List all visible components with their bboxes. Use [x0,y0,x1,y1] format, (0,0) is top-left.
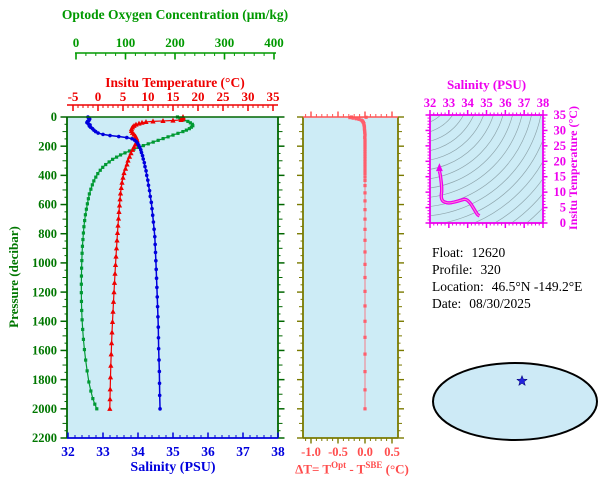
tick-label: 15 [554,170,567,184]
tick-label: 20 [554,154,567,168]
tick-label: 38 [271,444,285,459]
tick-label: 32 [61,444,75,459]
tick-label: 200 [165,35,185,50]
oxygen-profile-curve [79,115,195,411]
tick-label: 400 [38,169,57,183]
tick-label: 35 [480,96,493,110]
tick-label: 400 [264,35,284,50]
tick-label: 0.0 [357,445,373,459]
tick-label: 20 [192,89,205,104]
tick-label: 36 [499,96,512,110]
tick-label: 300 [215,35,235,50]
tick-label: 30 [242,89,255,104]
tick-label: 25 [554,139,567,153]
tick-label: 37 [518,96,531,110]
tick-label: 100 [116,35,136,50]
date-value: 08/30/2025 [469,296,531,311]
tick-label: 0 [95,89,102,104]
tick-label: 37 [236,444,250,459]
tick-label: 35 [267,89,281,104]
tick-label: 10 [142,89,155,104]
tick-label: 33 [96,444,110,459]
ts-curve [436,163,481,218]
float-info-block: Float: 12620 Profile: 320 Location: 46.5°N … [432,244,582,312]
ts-diagram-temperature-title: Insitu Temperature (°C) [566,106,580,230]
float-location-star [516,374,528,387]
delta-t-title-sup-sbe: SBE [365,460,383,470]
tick-label: 35 [166,444,180,459]
temperature-profile-curve [107,114,186,411]
location-row: Location: 46.5°N -149.2°E [432,278,582,295]
world-map [432,362,598,441]
tick-label: 10 [554,185,567,199]
oxygen-axis: 0 100 200 300 400 [73,35,284,60]
salinity-profile-curve [85,115,162,411]
tick-label: 800 [38,227,57,241]
pressure-axis: 0 200 400 600 800 1000 1200 1400 1600 1800 2000 220… [32,110,285,445]
tick-label: 34 [461,96,474,110]
float-id-value: 12620 [471,245,506,260]
tick-label: 0 [73,35,80,50]
delta-t-title-sup-opt: Opt [331,460,347,470]
temperature-axis-title: Insitu Temperature (°C) [105,75,245,90]
tick-label: 35 [554,108,567,122]
date-label: Date: [432,296,462,311]
tick-label: 36 [201,444,215,459]
tick-label: 0 [560,216,566,230]
oxygen-axis-title: Optode Oxygen Concentration (μm/kg) [61,7,289,22]
tick-label: 1200 [32,285,57,299]
profile-number-label: Profile: [432,262,473,277]
delta-t-title-mid: - T [346,461,366,477]
tick-label: 1800 [32,373,57,387]
delta-t-title-suffix: (°C) [382,461,409,477]
salinity-axis: 32 33 34 35 36 37 38 [61,432,285,459]
pressure-axis-title: Pressure (decibar) [6,226,21,328]
tick-label: -1.0 [301,445,321,459]
ts-diagram-salinity-title: Salinity (PSU) [446,77,527,92]
map-outline [432,362,598,441]
tick-label: 2200 [32,431,57,445]
float-id-row: Float: 12620 [432,244,582,261]
tick-label: 5 [560,201,566,215]
panel-backgrounds [67,115,543,438]
tick-label: 200 [38,139,57,153]
delta-t-panel-frame: -1.0 -0.5 0.0 0.5 [297,111,404,459]
tick-label: 34 [131,444,145,459]
tick-label: 33 [443,96,456,110]
tick-label: 38 [537,96,550,110]
tick-label: 15 [167,89,181,104]
tick-label: 5 [120,89,127,104]
delta-t-axis-title: ΔT= TOpt - TSBE (°C) [283,460,421,477]
temperature-axis: -5 0 5 10 15 20 25 30 35 [67,89,280,111]
tick-label: 1400 [32,314,57,328]
tick-label: 1600 [32,344,57,358]
profile-number-row: Profile: 320 [432,261,582,278]
profile-number-value: 320 [480,262,501,277]
location-label: Location: [432,279,484,294]
tick-label: 0.5 [384,445,400,459]
tick-label: 0 [51,110,57,124]
location-value: 46.5°N -149.2°E [491,279,583,294]
tick-label: -0.5 [328,445,348,459]
tick-label: 32 [424,96,437,110]
tick-label: 30 [554,123,567,137]
tick-label: -5 [68,89,79,104]
tick-label: 1000 [32,256,57,270]
delta-t-title-prefix: ΔT= T [295,461,332,477]
tick-label: 25 [217,89,231,104]
ts-curve-direction-arrow [436,163,443,172]
tick-label: 2000 [32,402,57,416]
date-row: Date: 08/30/2025 [432,295,582,312]
tick-label: 600 [38,198,57,212]
float-id-label: Float: [432,245,464,260]
salinity-axis-title: Salinity (PSU) [130,460,216,475]
